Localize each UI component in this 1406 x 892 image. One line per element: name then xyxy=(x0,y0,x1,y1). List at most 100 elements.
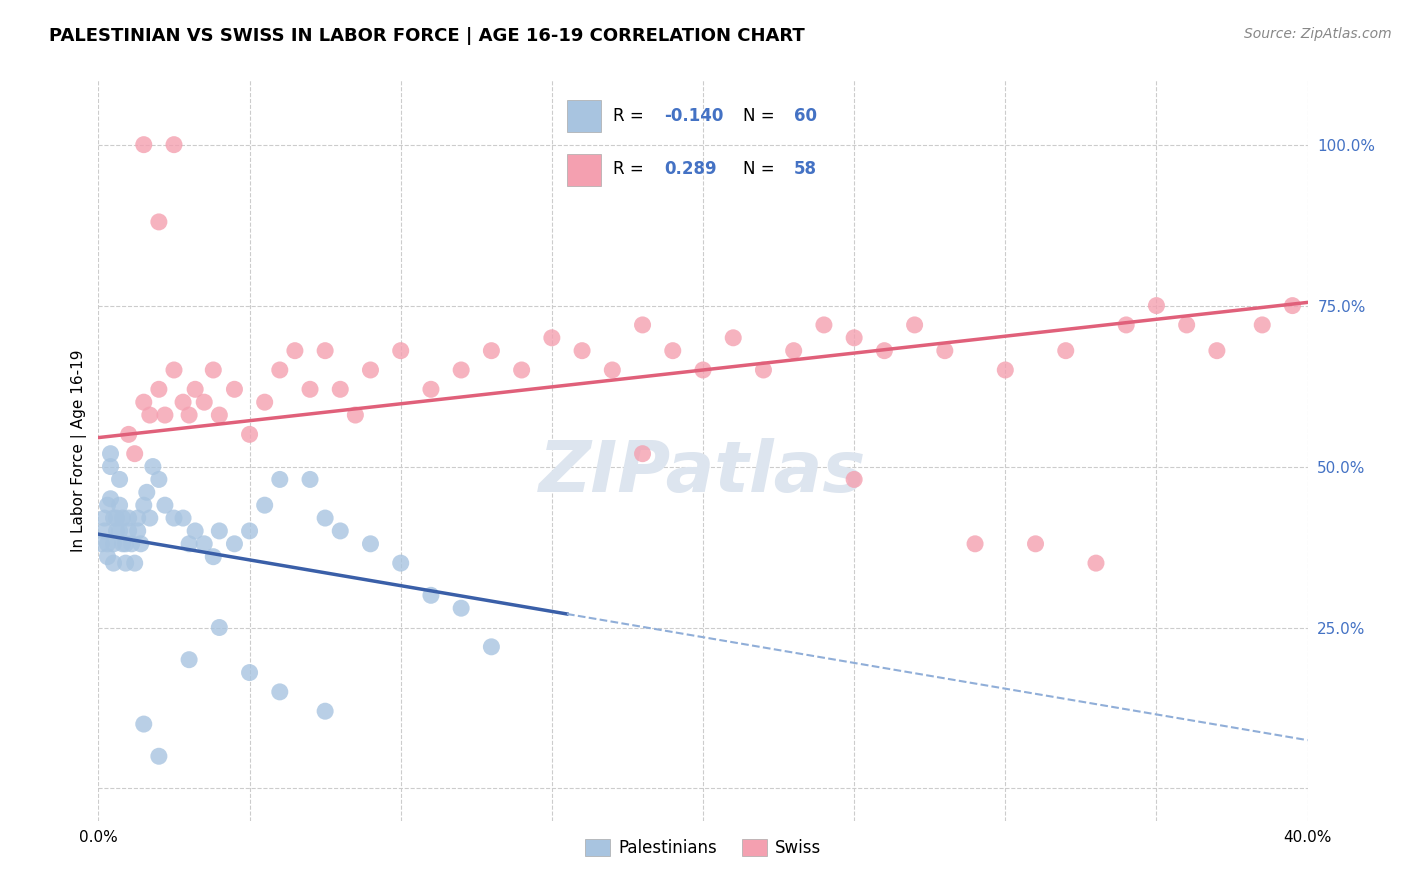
Point xyxy=(1144,299,1167,313)
Point xyxy=(965,537,987,551)
Point xyxy=(124,447,146,461)
Point xyxy=(253,395,276,409)
Point xyxy=(114,556,136,570)
Point xyxy=(450,601,472,615)
Point xyxy=(314,704,336,718)
Text: PALESTINIAN VS SWISS IN LABOR FORCE | AGE 16-19 CORRELATION CHART: PALESTINIAN VS SWISS IN LABOR FORCE | AG… xyxy=(49,27,806,45)
Point xyxy=(132,717,155,731)
Point xyxy=(510,363,533,377)
Point xyxy=(934,343,956,358)
Point xyxy=(844,472,866,486)
Point xyxy=(103,556,125,570)
Point xyxy=(389,343,412,358)
Point xyxy=(602,363,624,377)
Point xyxy=(420,382,443,396)
Point xyxy=(202,363,225,377)
Point xyxy=(105,524,128,538)
Point xyxy=(124,556,146,570)
Point xyxy=(103,537,125,551)
Point xyxy=(139,408,162,422)
Point xyxy=(571,343,593,358)
Point xyxy=(299,382,322,396)
Point xyxy=(904,318,927,332)
Point xyxy=(239,524,262,538)
Point xyxy=(118,511,141,525)
Point xyxy=(1281,299,1303,313)
Point xyxy=(153,408,176,422)
Point xyxy=(1085,556,1108,570)
Point xyxy=(96,537,118,551)
Point xyxy=(108,498,131,512)
Point xyxy=(450,363,472,377)
Point xyxy=(314,343,336,358)
Point xyxy=(135,485,157,500)
Text: R =: R = xyxy=(613,107,648,125)
Point xyxy=(148,749,170,764)
Point xyxy=(142,459,165,474)
Point xyxy=(844,331,866,345)
Point xyxy=(752,363,775,377)
Point xyxy=(108,472,131,486)
Point xyxy=(208,408,231,422)
Point xyxy=(132,498,155,512)
Point xyxy=(148,382,170,396)
Point xyxy=(224,537,246,551)
Point xyxy=(692,363,714,377)
Text: 60: 60 xyxy=(794,107,817,125)
Point xyxy=(179,537,201,551)
Point xyxy=(100,459,122,474)
Point xyxy=(202,549,225,564)
Point xyxy=(994,363,1017,377)
Bar xyxy=(568,153,600,186)
Point xyxy=(127,511,149,525)
Point xyxy=(103,511,125,525)
Point xyxy=(163,137,186,152)
Point xyxy=(239,427,262,442)
Point xyxy=(783,343,806,358)
Point xyxy=(93,524,115,538)
Point xyxy=(118,524,141,538)
Point xyxy=(813,318,835,332)
Point xyxy=(148,472,170,486)
Point xyxy=(1251,318,1274,332)
Point xyxy=(873,343,896,358)
Point xyxy=(661,343,683,358)
Point xyxy=(481,343,503,358)
Point xyxy=(420,588,443,602)
Point xyxy=(540,331,562,345)
Point xyxy=(121,537,143,551)
Point xyxy=(631,318,654,332)
Point xyxy=(153,498,176,512)
Point xyxy=(129,537,152,551)
Point xyxy=(111,511,134,525)
Point xyxy=(100,491,122,506)
Point xyxy=(108,524,131,538)
Point xyxy=(344,408,367,422)
Point xyxy=(1024,537,1046,551)
Point xyxy=(269,363,291,377)
Text: ZIPatlas: ZIPatlas xyxy=(540,438,866,508)
Point xyxy=(163,511,186,525)
Point xyxy=(1115,318,1137,332)
Point xyxy=(360,363,382,377)
Point xyxy=(389,556,412,570)
Text: -0.140: -0.140 xyxy=(664,107,724,125)
Y-axis label: In Labor Force | Age 16-19: In Labor Force | Age 16-19 xyxy=(72,349,87,552)
Point xyxy=(269,685,291,699)
Point xyxy=(299,472,322,486)
Point xyxy=(329,524,352,538)
Point xyxy=(179,408,201,422)
Point xyxy=(118,427,141,442)
Point xyxy=(172,395,194,409)
Point xyxy=(1206,343,1229,358)
Point xyxy=(90,537,112,551)
Point xyxy=(96,498,118,512)
Point xyxy=(114,537,136,551)
Point xyxy=(314,511,336,525)
Point xyxy=(224,382,246,396)
Point xyxy=(208,620,231,634)
Point xyxy=(193,395,215,409)
Point xyxy=(132,137,155,152)
Bar xyxy=(568,100,600,132)
Point xyxy=(172,511,194,525)
